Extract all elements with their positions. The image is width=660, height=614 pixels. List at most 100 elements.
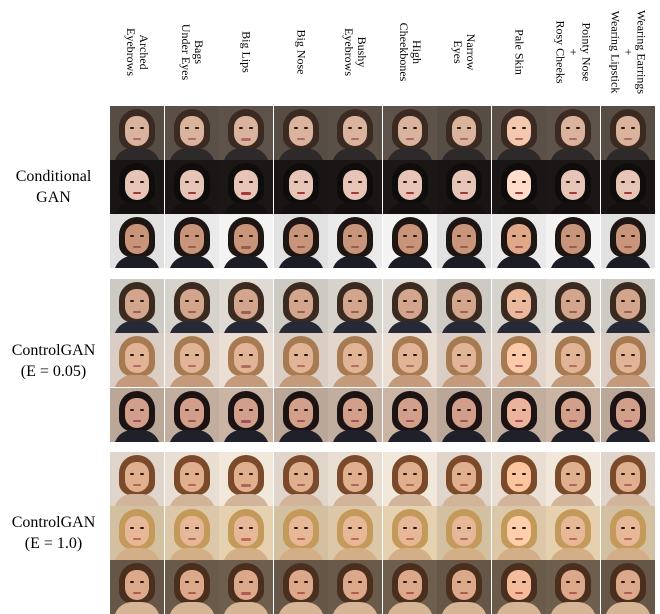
face-image [383, 506, 437, 560]
face-image [110, 333, 164, 387]
row-group-label: ControlGAN (E = 1.0) [0, 512, 107, 554]
column-header: Bags Under Eyes [165, 0, 219, 103]
face-image [492, 333, 546, 387]
face-image [165, 160, 219, 214]
face-image [165, 106, 219, 160]
face-image [110, 452, 164, 506]
face-image [437, 452, 491, 506]
face-image [546, 160, 600, 214]
face-image [165, 214, 219, 268]
face-image [601, 160, 655, 214]
row-group-label-line: Conditional [15, 168, 92, 185]
face-image [328, 279, 382, 333]
face-image [601, 214, 655, 268]
row-group-label-line: GAN [36, 189, 71, 206]
column-header: Big Lips [219, 0, 273, 103]
face-image [274, 388, 328, 442]
face-image [492, 506, 546, 560]
column-header: Narrow Eyes [437, 0, 491, 103]
face-image [601, 279, 655, 333]
column-header-label: Pale Skin [512, 28, 527, 75]
face-image [110, 506, 164, 560]
face-image [437, 333, 491, 387]
face-image [437, 560, 491, 614]
face-image [110, 560, 164, 614]
column-header: High Cheekbones [383, 0, 437, 103]
column-header-label: Wearing Earrings + Wearing Lipstick [608, 9, 649, 94]
face-image [219, 333, 273, 387]
face-image [437, 106, 491, 160]
face-image [165, 388, 219, 442]
column-header-label: Arched Eyebrows [124, 27, 151, 76]
face-image [165, 279, 219, 333]
face-image [219, 560, 273, 614]
face-image [165, 452, 219, 506]
face-image [601, 452, 655, 506]
row-group-label-line: ControlGAN [11, 342, 96, 359]
column-header-label: Big Nose [294, 29, 309, 74]
face-image [492, 279, 546, 333]
face-image [383, 388, 437, 442]
face-image [546, 333, 600, 387]
face-image [274, 506, 328, 560]
column-header: Pale Skin [492, 0, 546, 103]
face-image [601, 506, 655, 560]
face-image [492, 214, 546, 268]
face-image [328, 506, 382, 560]
face-image [328, 106, 382, 160]
column-header-label: Big Lips [239, 30, 254, 73]
row-group-label: ControlGAN (E = 0.05) [0, 340, 107, 382]
face-image [437, 279, 491, 333]
column-header: Bushy Eyebrows [328, 0, 382, 103]
column-header-label: Narrow Eyes [451, 33, 478, 70]
face-image [383, 106, 437, 160]
face-image [219, 452, 273, 506]
face-image [546, 279, 600, 333]
column-header: Big Nose [274, 0, 328, 103]
face-image [546, 506, 600, 560]
face-image [546, 452, 600, 506]
face-image [274, 214, 328, 268]
face-image [274, 560, 328, 614]
face-image [492, 388, 546, 442]
face-image [219, 279, 273, 333]
face-image [219, 106, 273, 160]
face-image [274, 279, 328, 333]
face-image [546, 560, 600, 614]
face-image [110, 106, 164, 160]
face-image [274, 333, 328, 387]
face-image [383, 279, 437, 333]
face-image [546, 388, 600, 442]
face-image [383, 452, 437, 506]
face-image [328, 333, 382, 387]
face-image [274, 106, 328, 160]
face-image [492, 160, 546, 214]
row-group-label: Conditional GAN [0, 166, 107, 208]
face-image [110, 160, 164, 214]
face-image [328, 214, 382, 268]
face-image [492, 452, 546, 506]
face-image [437, 388, 491, 442]
face-image [601, 333, 655, 387]
face-image [546, 214, 600, 268]
face-image [274, 160, 328, 214]
face-image [274, 452, 328, 506]
face-image [383, 560, 437, 614]
column-header: Pointy Nose + Rosy Cheeks [546, 0, 600, 103]
face-image [219, 160, 273, 214]
face-image [437, 214, 491, 268]
face-image [601, 106, 655, 160]
face-image [328, 160, 382, 214]
face-image [492, 106, 546, 160]
column-header: Arched Eyebrows [110, 0, 164, 103]
face-image [110, 279, 164, 333]
face-image [383, 333, 437, 387]
face-image [165, 333, 219, 387]
face-image [328, 388, 382, 442]
face-image [383, 160, 437, 214]
column-header: Wearing Earrings + Wearing Lipstick [601, 0, 655, 103]
face-image [492, 560, 546, 614]
face-image [165, 506, 219, 560]
row-group-label-line: (E = 0.05) [20, 363, 87, 380]
column-header-label: Bags Under Eyes [179, 23, 206, 80]
